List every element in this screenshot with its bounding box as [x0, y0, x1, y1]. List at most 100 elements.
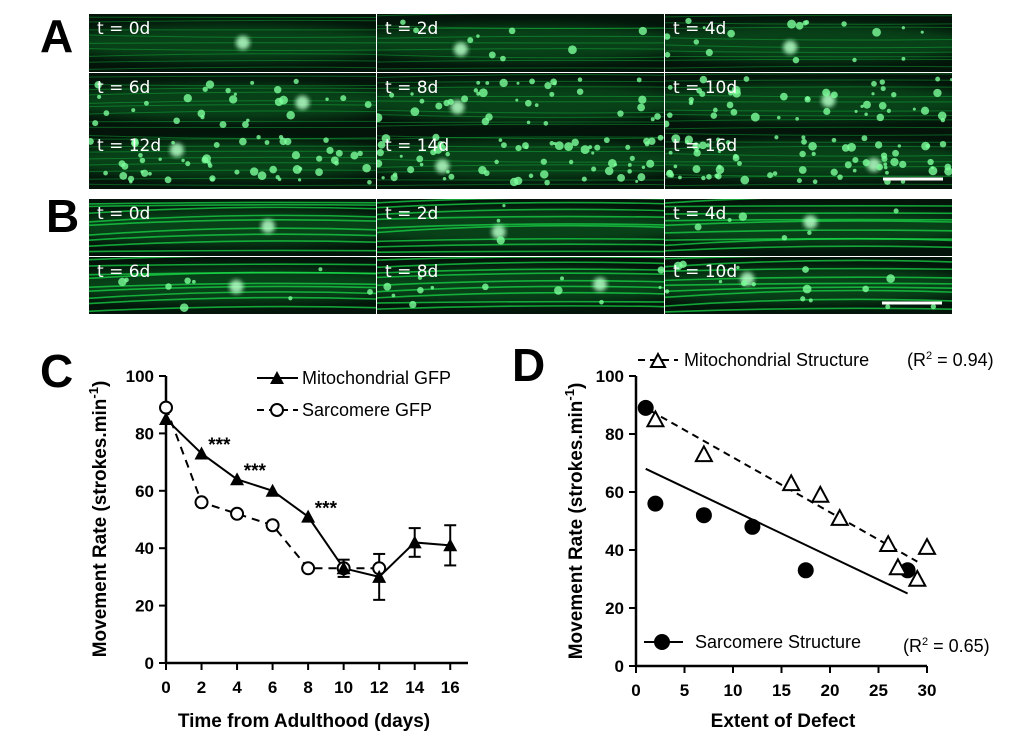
- micrograph-a-6-puncta: [750, 112, 760, 122]
- micrograph-a-6-puncta: [878, 101, 887, 110]
- micrograph-a-4-puncta: [233, 92, 237, 96]
- chart-d-sarcomere-point: [797, 562, 814, 579]
- micrograph-a-8-puncta: [635, 179, 639, 183]
- micrograph-a-4-puncta: [173, 117, 180, 125]
- micrograph-a-3-content: [665, 14, 952, 69]
- micrograph-a-7-puncta: [181, 158, 185, 163]
- micrograph-b-5-fiber: [377, 291, 664, 299]
- micrograph-a-6-puncta: [860, 104, 864, 108]
- micrograph-b-5-puncta: [482, 283, 489, 291]
- micrograph-a-9-content: [665, 132, 952, 187]
- micrograph-a-8-nucleus: [435, 159, 450, 174]
- micrograph-a-8-puncta: [571, 138, 579, 147]
- micrograph-b-5-puncta: [658, 285, 662, 289]
- chart-d-mito-point: [878, 534, 898, 552]
- micrograph-a-2-puncta: [476, 34, 480, 38]
- micrograph-a-5-puncta: [544, 82, 552, 90]
- micrograph-a-8-puncta: [478, 165, 487, 175]
- micrograph-a-5-puncta: [447, 98, 454, 105]
- micrograph-a-4-puncta: [364, 101, 372, 108]
- micrograph-a-4-fiber: [89, 87, 376, 91]
- micrograph-a-9-puncta: [715, 173, 722, 180]
- chart-d-y-tick-label: 0: [615, 657, 624, 676]
- micrograph-b-6-fiber: [665, 307, 952, 313]
- chart-c-x-tick-label: 4: [232, 678, 242, 697]
- micrograph-a-3-puncta: [795, 21, 804, 30]
- micrograph-b-2-puncta: [496, 218, 501, 223]
- micrograph-b-1-fiber: [89, 206, 376, 215]
- micrograph-b-1-content: [89, 201, 376, 253]
- micrograph-a-9-puncta: [701, 175, 706, 181]
- micrograph-a-8-puncta: [445, 151, 450, 157]
- micrograph-a-8-fiber: [377, 136, 664, 140]
- micrograph-a-2-fiber: [377, 14, 664, 17]
- micrograph-a-3-puncta: [685, 17, 692, 25]
- chart-d-legend: Mitochondrial Structure (R2 = 0.94) Sarc…: [638, 350, 994, 656]
- micrograph-a-6-puncta: [689, 100, 694, 104]
- micrograph-a-9-puncta: [669, 172, 675, 178]
- micrograph-a-8-puncta: [522, 142, 529, 150]
- micrograph-a-3-puncta: [901, 26, 905, 30]
- micrograph-a-6-puncta: [879, 79, 885, 85]
- chart-d-y-tick-label: 40: [605, 541, 624, 560]
- micrograph-a-6-puncta: [863, 100, 871, 109]
- micrograph-a-5-puncta: [543, 121, 549, 126]
- micrograph-a-1-nucleus: [235, 35, 250, 50]
- micrograph-a-5-puncta: [526, 120, 531, 125]
- micrograph-b-2-puncta: [496, 236, 505, 245]
- micrograph-a-9-puncta: [844, 161, 852, 169]
- micrograph-a-6-puncta: [779, 92, 788, 101]
- micrograph-a-6-puncta: [871, 80, 877, 87]
- legend-sarc-structure-label: Sarcomere Structure: [695, 632, 861, 652]
- micrograph-b-1-fiber: [89, 214, 376, 223]
- panel-letter-b: B: [46, 190, 79, 242]
- chart-c-mito-point: [265, 483, 280, 497]
- micrograph-b-4-nucleus: [229, 279, 244, 294]
- micrograph-a-1-fiber: [89, 66, 376, 70]
- micrograph-a-7-puncta: [275, 175, 280, 180]
- micrograph-a-8-puncta: [657, 134, 664, 141]
- micrograph-b-2-label: t = 2d: [385, 204, 438, 224]
- legend-sarc-structure-r2: (R2 = 0.65): [903, 636, 990, 656]
- micrograph-b-4-fiber: [89, 257, 376, 261]
- chart-c-x-tick-label: 6: [268, 678, 277, 697]
- chart-d-mito-point: [907, 568, 927, 587]
- micrograph-a-7-puncta: [298, 166, 303, 171]
- micrograph-a-9-puncta: [706, 174, 712, 180]
- micrograph-a-6-puncta: [871, 92, 875, 96]
- micrograph-b-5-fiber: [377, 261, 664, 269]
- micrograph-b-2-fiber: [377, 224, 664, 234]
- chart-d-x-tick-label: 15: [772, 681, 791, 700]
- micrograph-a-4-puncta: [279, 95, 288, 105]
- chart-d-marks: [637, 399, 937, 595]
- micrograph-b-1-fiber: [89, 227, 376, 236]
- micrograph-a-6-fiber: [665, 113, 952, 117]
- micrograph-a-9-puncta: [796, 178, 802, 184]
- micrograph-b-6-puncta: [802, 284, 812, 294]
- micrograph-a-3-puncta: [705, 48, 713, 57]
- micrograph-b-2-fiber: [377, 243, 664, 248]
- micrograph-b-4-fiber: [89, 271, 376, 280]
- micrograph-a-4-puncta: [274, 85, 282, 94]
- micrograph-a-3: t = 4d: [665, 14, 952, 72]
- chart-c-x-tick-label: 16: [441, 678, 460, 697]
- micrograph-b-5: t = 8d: [377, 257, 664, 314]
- micrograph-a-5-fiber: [377, 100, 664, 103]
- chart-d-sarcomere-point: [637, 399, 654, 416]
- micrograph-a-5-puncta: [534, 103, 539, 107]
- legend-sarc-label: Sarcomere GFP: [302, 400, 432, 420]
- micrograph-b-3-fiber: [665, 238, 952, 247]
- micrograph-b-3-fiber: [665, 205, 952, 208]
- micrograph-a-7-puncta: [119, 171, 128, 180]
- micrograph-b-6-content: [665, 257, 952, 313]
- micrograph-a-8-puncta: [498, 138, 503, 142]
- micrograph-a-4-puncta: [143, 100, 149, 106]
- chart-c-sarcomere-point: [230, 506, 245, 521]
- micrograph-a-7-fiber: [89, 169, 376, 172]
- micrograph-b-3-label: t = 4d: [673, 204, 726, 224]
- micrograph-a-6-puncta: [726, 101, 734, 109]
- chart-c-sarcomere-point: [194, 495, 209, 510]
- micrograph-b-4-fiber: [89, 305, 376, 313]
- micrograph-b-6-puncta: [751, 282, 756, 287]
- micrograph-a-7-glow: [89, 141, 376, 179]
